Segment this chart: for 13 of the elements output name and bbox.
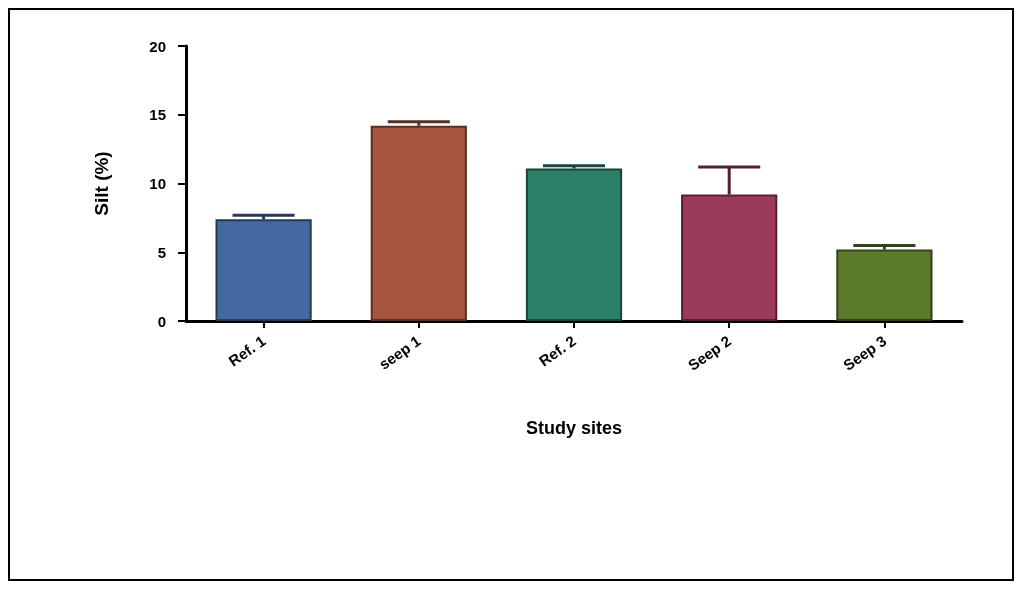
x-axis-title: Study sites [525,418,623,438]
x-tick-label: Seep 2 [684,332,735,374]
y-tick-label: 5 [157,243,166,261]
y-axis-title: Silt (%) [91,151,112,216]
bar [525,168,623,321]
x-tick-label: Ref. 2 [535,332,579,370]
y-tick-label: 10 [149,175,166,192]
y-tick-label: 15 [149,106,166,124]
x-tick-label: Seep 3 [839,332,890,374]
y-tick-label: 0 [157,312,166,330]
x-tick-label: seep 1 [375,332,424,373]
x-tick-label: Ref. 1 [225,332,269,370]
y-tick-label: 20 [149,37,166,55]
